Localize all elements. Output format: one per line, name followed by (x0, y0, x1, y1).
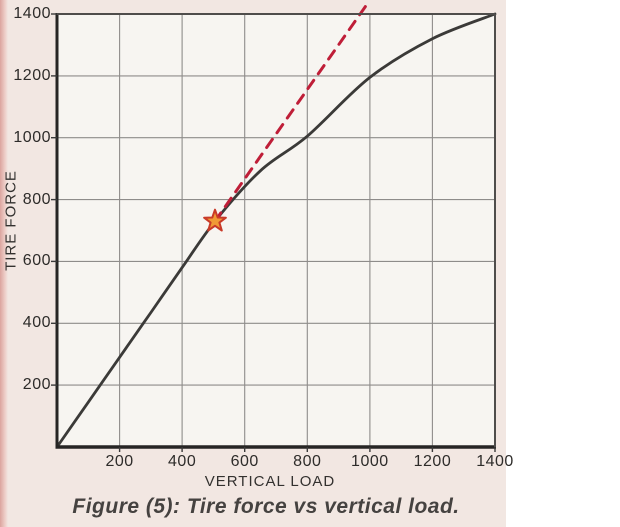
y-tick-label: 1000 (13, 128, 51, 146)
tangent-dashed-line (213, 3, 369, 223)
x-tick-label: 400 (168, 453, 197, 470)
y-tick-label: 400 (22, 314, 51, 332)
x-tick-label: 600 (230, 453, 259, 470)
y-tick-label: 1200 (13, 66, 51, 84)
y-tick-label: 600 (22, 252, 51, 270)
y-tick-label: 800 (22, 190, 51, 208)
page-edge-shadow (0, 0, 8, 527)
x-tick-label: 800 (293, 453, 322, 470)
x-tick-label: 1400 (476, 453, 514, 470)
x-axis-title: VERTICAL LOAD (204, 473, 336, 490)
tire-force-curve (55, 12, 497, 449)
plot-area (57, 14, 495, 447)
figure-caption: Figure (5): Tire force vs vertical load. (72, 495, 460, 518)
x-tick-label: 1000 (351, 453, 389, 470)
y-tick-label: 1400 (13, 5, 51, 22)
operating-point-star (203, 208, 227, 232)
x-tick-label: 200 (105, 453, 134, 470)
y-axis-title: TIRE FORCE (2, 170, 20, 271)
y-tick-label: 200 (22, 376, 51, 394)
x-tick-label: 1200 (413, 453, 452, 470)
